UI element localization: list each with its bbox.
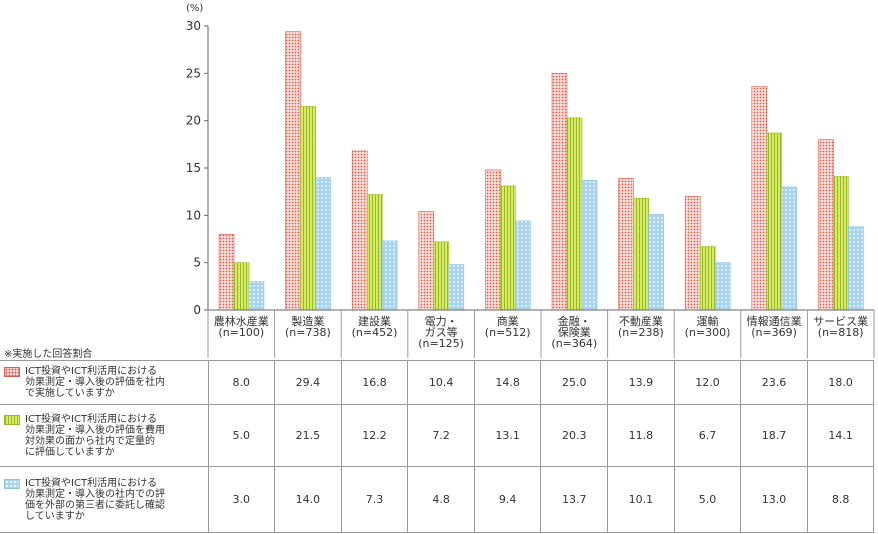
bar-series-3 [381,240,398,311]
data-table: ICT投資やICT利活用における 効果測定・導入後の評価を社内 で実施しています… [0,360,875,533]
table-cell: 4.8 [407,466,475,533]
table-cell: 23.6 [740,360,808,405]
bar-series-1 [285,31,301,311]
y-tick-label: 10 [186,208,201,222]
series-name: ICT投資やICT利活用における 効果測定・導入後の評価を費用 対効果の面から社… [25,413,165,458]
x-tick-label: 不動産業(n=238) [618,314,664,339]
bar-series-1 [618,178,634,311]
bar-series-1 [684,196,701,311]
table-cell: 21.5 [274,404,342,467]
bar-series-1 [485,169,501,311]
table-cell: 18.7 [740,404,808,467]
bar-series-2 [433,241,450,311]
table-cell: 13.0 [740,466,808,533]
table-cell: 13.9 [607,360,675,405]
x-tick-label: 農林水産業(n=100) [214,314,269,339]
bar-series-2 [300,106,316,311]
table-cell: 13.7 [540,466,609,533]
y-tick-label: 25 [186,66,201,80]
bar-chart: (%) 0 5 10 15 20 25 30 農林水産業(n=100) 製造業(n=738) 建… [186,3,875,358]
table-cell: 12.2 [340,404,409,467]
bar-series-2 [566,117,583,311]
bar-series-3 [648,214,664,311]
x-tick-label: 建設業(n=452) [352,314,398,339]
bar-series-2 [766,132,783,311]
x-tick-label: 製造業(n=738) [285,314,331,339]
series-label-cell: ICT投資やICT利活用における 効果測定・導入後の評価を社内 で実施しています… [0,360,209,405]
legend-swatch [4,367,20,377]
table-cell: 29.4 [274,360,342,405]
table-cell: 7.3 [340,466,409,533]
bars [208,31,874,311]
table-cell: 25.0 [540,360,609,405]
bar-series-1 [218,233,235,311]
table-cell: 7.2 [407,404,475,467]
x-tick-label: 運輸(n=300) [685,314,731,339]
table-cell: 8.0 [207,360,276,405]
table-cell: 3.0 [207,466,276,533]
table-cell: 14.0 [274,466,342,533]
x-tick-label: サービス業(n=818) [813,315,868,339]
table-cell: 14.8 [473,360,542,405]
table-cell: 20.3 [540,404,609,467]
bar-series-1 [351,150,368,311]
table-cell: 13.1 [473,404,542,467]
bar-series-1 [751,86,768,311]
series-label-cell: ICT投資やICT利活用における 効果測定・導入後の社内での評 価を外部の第三者… [0,466,209,533]
table-cell: 18.0 [806,360,875,405]
bar-series-3 [714,262,731,311]
bar-series-2 [633,197,649,311]
table-cell: 5.0 [673,466,742,533]
y-unit-label: (%) [186,3,203,14]
table-cell: 12.0 [673,360,742,405]
y-tick-label: 20 [186,114,201,128]
y-tick-label: 0 [193,303,201,317]
bar-series-2 [366,194,383,311]
legend-swatch [4,478,20,489]
table-cell: 14.1 [806,404,875,467]
bar-series-3 [581,180,598,311]
bar-series-2 [500,185,516,311]
bar-series-1 [418,211,435,311]
bar-series-3 [315,177,331,311]
table-cell: 9.4 [473,466,542,533]
table-cell: 5.0 [207,404,276,467]
series-name: ICT投資やICT利活用における 効果測定・導入後の評価を社内 で実施しています… [25,366,165,399]
table-row: ICT投資やICT利活用における 効果測定・導入後の社内での評 価を外部の第三者… [0,466,875,533]
table-note: ※実施した回答割合 [4,349,93,360]
table-row: ICT投資やICT利活用における 効果測定・導入後の評価を社内 で実施しています… [0,360,875,405]
bar-series-3 [848,226,864,311]
table-cell: 10.1 [607,466,675,533]
table-row: ICT投資やICT利活用における 効果測定・導入後の評価を費用 対効果の面から社… [0,404,875,467]
legend-swatch [4,414,20,425]
x-tick-label: 金融・保険業(n=364) [551,314,597,350]
bar-series-1 [818,139,834,311]
x-tick-label: 情報通信業(n=369) [747,315,802,339]
bar-series-2 [833,176,849,311]
table-cell: 10.4 [407,360,475,405]
y-tick-label: 15 [186,161,201,175]
bar-series-1 [551,73,568,311]
bar-series-3 [781,186,798,311]
series-label-cell: ICT投資やICT利活用における 効果測定・導入後の評価を費用 対効果の面から社… [0,404,209,467]
x-axis-labels: 農林水産業(n=100) 製造業(n=738) 建設業(n=452) 電力・ガス等(n… [207,310,875,358]
table-cell: 16.8 [340,360,409,405]
bar-series-2 [233,262,250,311]
bar-series-3 [515,220,531,311]
x-tick-label: 商業(n=512) [485,314,531,339]
y-tick-label: 30 [186,19,201,33]
bar-series-2 [699,246,716,311]
x-tick-label: 電力・ガス等(n=125) [418,315,464,350]
bar-series-3 [448,264,465,311]
y-axis: 0 5 10 15 20 25 30 [186,19,209,317]
y-tick-label: 5 [193,256,201,270]
bar-series-3 [248,281,265,311]
table-cell: 11.8 [607,404,675,467]
table-cell: 6.7 [673,404,742,467]
series-name: ICT投資やICT利活用における 効果測定・導入後の社内での評 価を外部の第三者… [25,477,165,522]
table-cell: 8.8 [806,466,875,533]
